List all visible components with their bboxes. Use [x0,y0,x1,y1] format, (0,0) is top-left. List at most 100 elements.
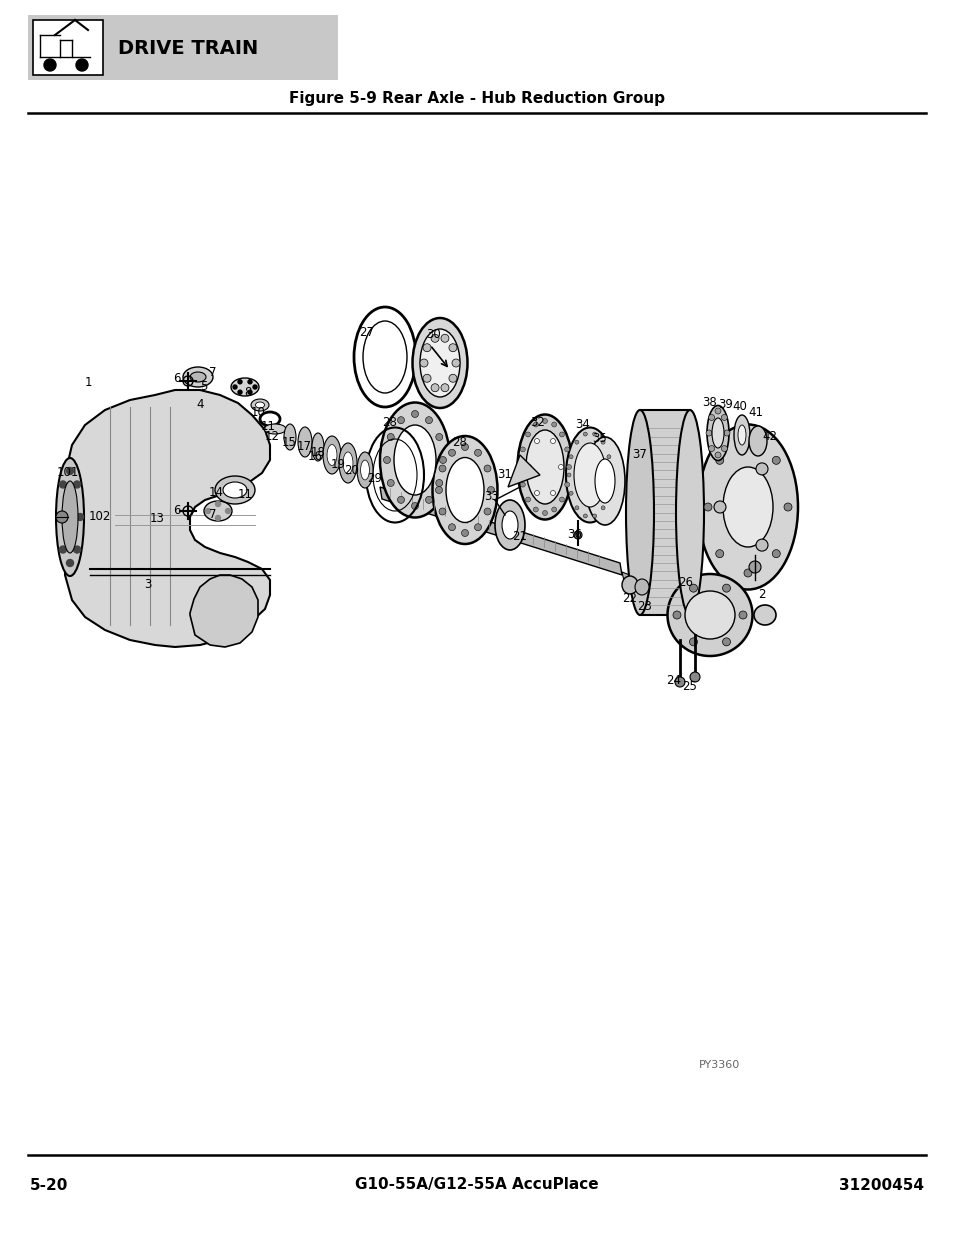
Circle shape [551,422,557,427]
Circle shape [721,637,730,646]
Text: G10-55A/G12-55A AccuPlace: G10-55A/G12-55A AccuPlace [355,1177,598,1193]
Ellipse shape [255,403,264,408]
Text: 26: 26 [678,577,693,589]
Text: 21: 21 [512,531,527,543]
Ellipse shape [698,425,797,589]
Ellipse shape [379,403,450,517]
Circle shape [564,482,569,487]
Bar [33,20,103,75]
Circle shape [705,430,711,436]
Circle shape [225,509,231,514]
Circle shape [56,514,64,520]
Circle shape [566,473,571,477]
Ellipse shape [711,417,723,448]
Ellipse shape [312,433,324,461]
Circle shape [397,496,404,504]
Circle shape [253,385,256,389]
Text: 11: 11 [260,420,275,433]
Text: 6: 6 [173,373,180,385]
Circle shape [419,359,428,367]
Circle shape [452,359,459,367]
Circle shape [606,454,610,458]
Circle shape [425,496,432,504]
Circle shape [519,447,525,452]
Circle shape [783,503,791,511]
Circle shape [689,637,697,646]
Text: 10: 10 [251,406,265,420]
Circle shape [436,433,442,441]
Circle shape [558,432,564,437]
Polygon shape [65,390,270,647]
Circle shape [743,437,751,445]
Text: 8: 8 [244,387,252,399]
Text: 38: 38 [702,396,717,410]
Ellipse shape [446,457,483,522]
Circle shape [56,511,68,522]
Text: 12: 12 [264,431,279,443]
Circle shape [449,374,456,383]
Text: PY3360: PY3360 [699,1060,740,1070]
Text: 35: 35 [592,432,607,446]
Ellipse shape [231,378,258,396]
Text: 13: 13 [150,513,164,526]
Circle shape [550,438,555,443]
Circle shape [525,432,530,437]
Circle shape [533,508,537,513]
Circle shape [772,456,780,464]
Circle shape [483,508,491,515]
Ellipse shape [394,425,436,495]
Circle shape [397,416,404,424]
Bar [639,410,689,615]
Circle shape [44,59,56,70]
Text: 7: 7 [209,509,216,521]
Ellipse shape [755,463,767,475]
Text: 7: 7 [209,366,216,378]
Ellipse shape [432,436,497,543]
Ellipse shape [343,452,353,474]
Circle shape [73,480,80,488]
Ellipse shape [595,459,615,503]
Ellipse shape [190,372,206,382]
Ellipse shape [565,427,614,522]
Circle shape [675,677,684,687]
Text: 1: 1 [84,375,91,389]
Ellipse shape [676,410,703,615]
Ellipse shape [625,410,654,615]
Text: 36: 36 [567,529,582,541]
Circle shape [542,419,547,424]
Circle shape [425,416,432,424]
Text: 31: 31 [497,468,512,482]
Ellipse shape [501,511,517,538]
Text: 17: 17 [296,441,312,453]
Text: 5: 5 [200,380,208,394]
Circle shape [714,452,720,458]
Circle shape [575,506,578,510]
Ellipse shape [204,501,232,521]
Ellipse shape [584,437,624,525]
Polygon shape [507,454,539,487]
Circle shape [592,432,596,436]
Text: 34: 34 [575,419,590,431]
Circle shape [440,335,449,342]
Circle shape [703,503,711,511]
Ellipse shape [722,467,772,547]
Circle shape [237,380,242,384]
Circle shape [518,464,523,469]
Circle shape [67,468,73,474]
Circle shape [582,432,587,436]
Text: 14: 14 [209,487,223,499]
Circle shape [720,446,726,452]
Text: 2: 2 [758,589,765,601]
Circle shape [431,335,438,342]
Ellipse shape [713,501,725,513]
Circle shape [237,390,242,394]
Circle shape [534,438,539,443]
Circle shape [574,531,581,538]
Text: 29: 29 [367,473,382,485]
Circle shape [600,506,604,510]
Circle shape [411,503,418,510]
Text: 40: 40 [732,400,746,414]
Circle shape [689,672,700,682]
Circle shape [526,464,531,469]
Text: 20: 20 [344,464,359,478]
